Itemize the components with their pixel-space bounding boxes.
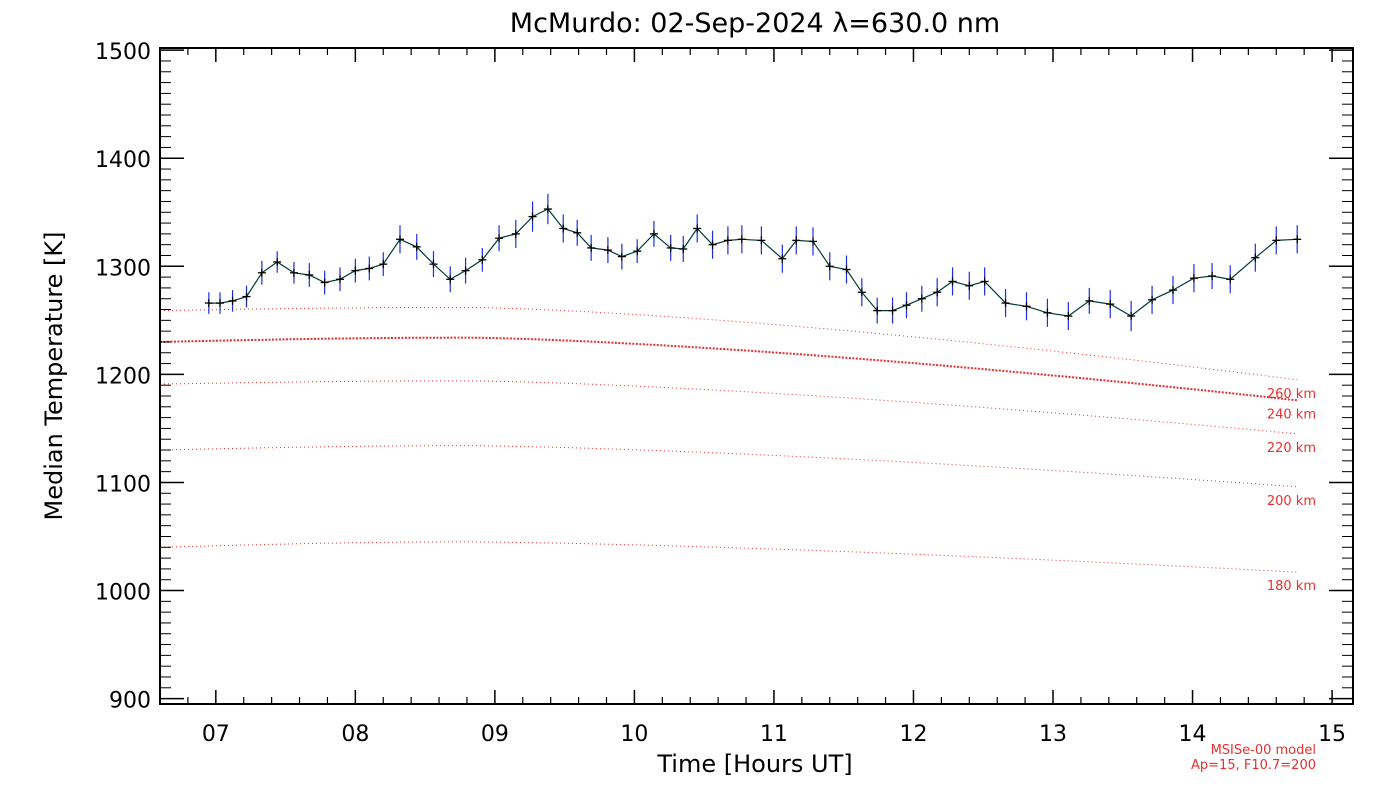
x-tick-label: 08 <box>341 722 369 747</box>
model-parameters-note: Ap=15, F10.7=200 <box>1191 758 1316 773</box>
y-tick-label: 1200 <box>95 364 151 389</box>
y-tick-label: 1400 <box>95 148 151 173</box>
axes: 07 08 09 10 11 12 13 14 15 900 1000 1100 1200 1300 140… <box>95 40 1354 747</box>
y-tick-label: 1100 <box>95 472 151 497</box>
data-series <box>204 193 1302 332</box>
x-tick-label: 10 <box>620 722 648 747</box>
temperature-line <box>208 208 1298 317</box>
model-curve-label: 180 km <box>1267 579 1316 594</box>
model-curve <box>159 336 1298 402</box>
y-tick-label: 1300 <box>95 256 151 281</box>
x-tick-label: 09 <box>481 722 509 747</box>
plot-frame <box>159 47 1354 705</box>
y-tick-label: 900 <box>109 689 151 714</box>
y-tick-label: 1500 <box>95 40 151 65</box>
model-curve-label: 200 km <box>1267 494 1316 509</box>
y-axis-label: Median Temperature [K] <box>40 231 68 520</box>
x-axis-label: Time [Hours UT] <box>656 750 852 778</box>
x-tick-label: 07 <box>202 722 230 747</box>
model-curve <box>159 380 1298 435</box>
model-curve-label: 240 km <box>1267 407 1316 422</box>
chart-title: McMurdo: 02-Sep-2024 λ=630.0 nm <box>510 8 1000 39</box>
x-tick-label: 13 <box>1039 722 1067 747</box>
x-tick-label: 15 <box>1318 722 1346 747</box>
model-curve <box>159 541 1298 573</box>
model-curve <box>159 445 1298 488</box>
x-tick-label: 12 <box>899 722 927 747</box>
model-curve-label: 220 km <box>1267 441 1316 456</box>
y-tick-label: 1000 <box>95 581 151 606</box>
x-tick-label: 14 <box>1179 722 1207 747</box>
model-note: MSISe-00 model <box>1211 743 1316 758</box>
x-tick-label: 11 <box>760 722 788 747</box>
model-curve <box>159 306 1298 381</box>
